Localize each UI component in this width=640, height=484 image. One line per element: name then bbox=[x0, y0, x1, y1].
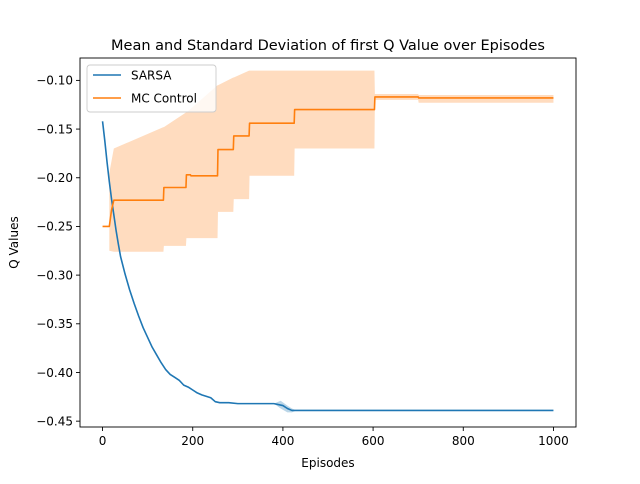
mean-lines bbox=[101, 96, 554, 412]
legend-label-sarsa: SARSA bbox=[131, 69, 172, 83]
y-tick-label: −0.35 bbox=[36, 317, 73, 331]
legend-label-mc-control: MC Control bbox=[131, 92, 197, 106]
y-tick-label: −0.15 bbox=[36, 122, 73, 136]
x-axis-ticks: 0 200 400 600 800 1000 bbox=[99, 427, 569, 448]
x-tick-label: 400 bbox=[271, 434, 294, 448]
y-axis-ticks: −0.45 −0.40 −0.35 −0.30 −0.25 −0.20 −0.15 −0.10 bbox=[36, 74, 80, 428]
y-tick-label: −0.10 bbox=[36, 74, 73, 88]
plot-frame bbox=[79, 57, 577, 428]
y-tick-label: −0.25 bbox=[36, 220, 73, 234]
x-tick-label: 0 bbox=[99, 434, 107, 448]
x-tick-label: 600 bbox=[362, 434, 385, 448]
y-tick-label: −0.40 bbox=[36, 366, 73, 380]
band-mc-control bbox=[109, 70, 554, 252]
x-tick-label: 800 bbox=[452, 434, 475, 448]
chart-title: Mean and Standard Deviation of first Q V… bbox=[111, 38, 545, 54]
y-tick-label: −0.45 bbox=[36, 414, 73, 428]
line-sarsa bbox=[101, 121, 554, 412]
legend: SARSA MC Control bbox=[86, 64, 217, 113]
y-tick-label: −0.20 bbox=[36, 171, 73, 185]
x-tick-label: 200 bbox=[181, 434, 204, 448]
x-axis-label: Episodes bbox=[301, 456, 354, 470]
legend-frame bbox=[86, 64, 217, 113]
line-mc-control bbox=[102, 96, 554, 228]
x-tick-label: 1000 bbox=[538, 434, 569, 448]
y-tick-label: −0.30 bbox=[36, 268, 73, 282]
y-axis-label: Q Values bbox=[7, 216, 21, 268]
